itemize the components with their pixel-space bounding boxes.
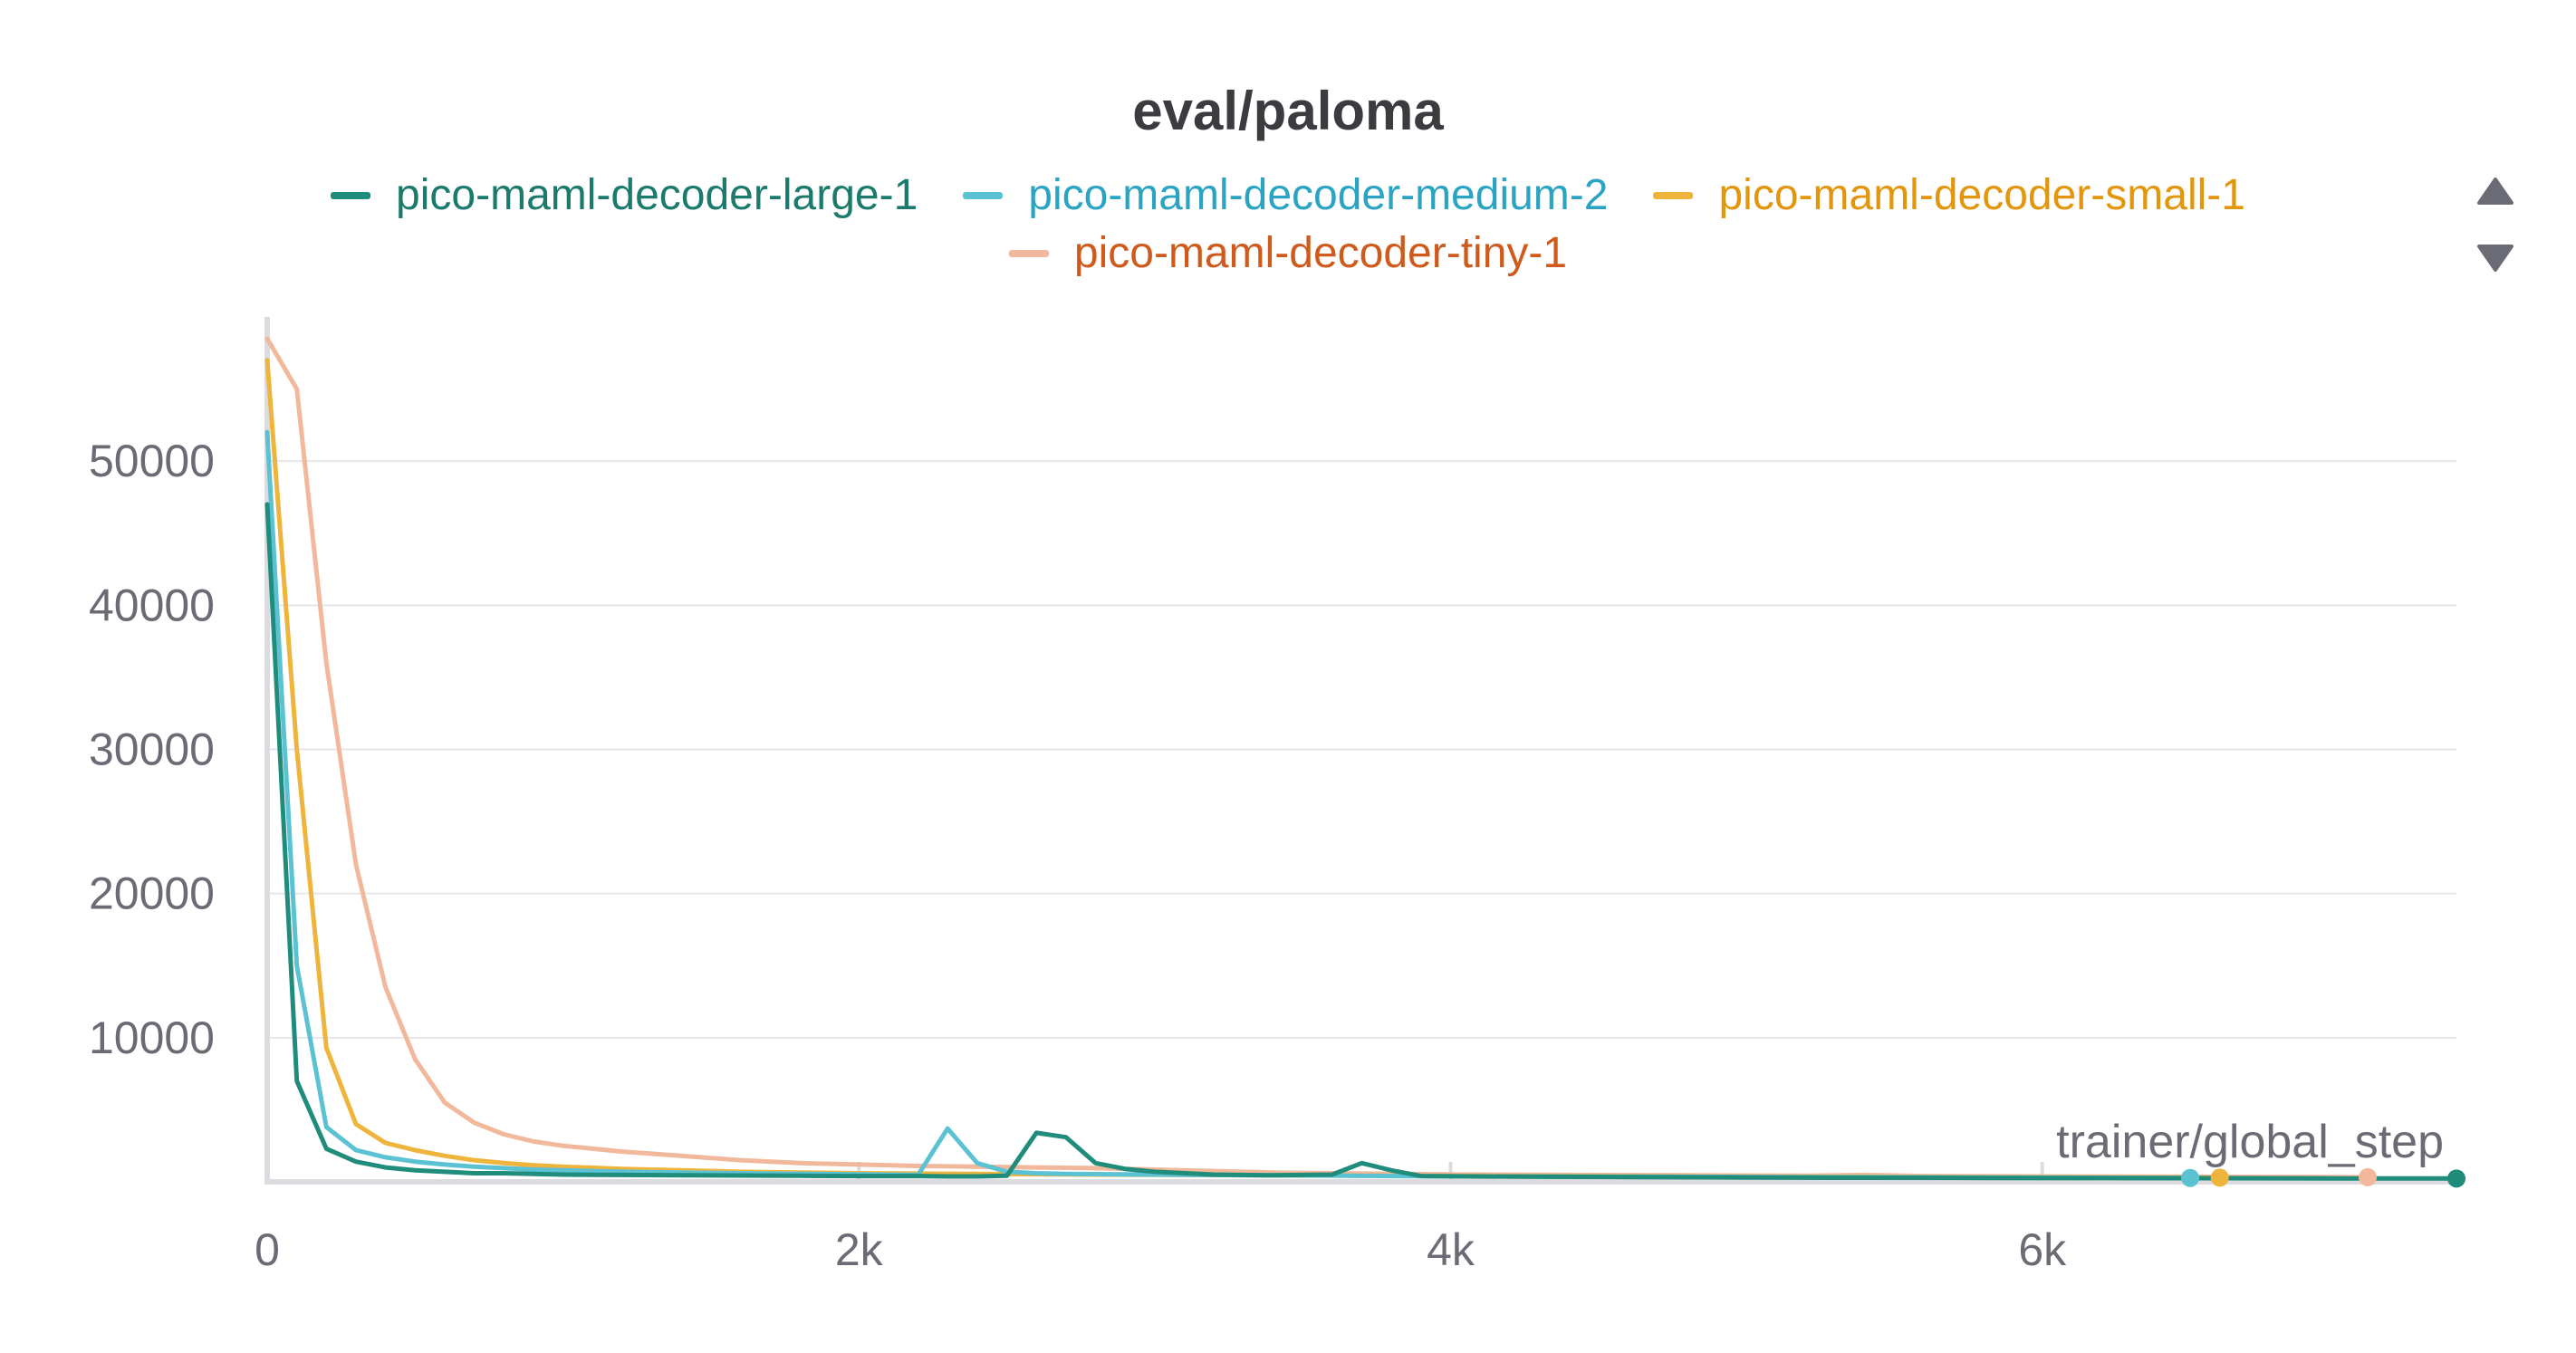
legend-label: pico-maml-decoder-medium-2 bbox=[1028, 171, 1609, 219]
legend-label: pico-maml-decoder-small-1 bbox=[1718, 171, 2245, 219]
chevron-down-icon[interactable] bbox=[2475, 243, 2515, 273]
series-line-pico-maml-decoder-small-1 bbox=[264, 358, 2223, 1180]
series-endpoint bbox=[2447, 1169, 2465, 1188]
legend-label: pico-maml-decoder-large-1 bbox=[396, 171, 918, 219]
y-tick-label: 20000 bbox=[89, 868, 215, 919]
x-tick-label: 6k bbox=[2018, 1224, 2067, 1275]
legend-swatch bbox=[1008, 249, 1049, 257]
legend-item[interactable]: pico-maml-decoder-medium-2 bbox=[963, 170, 1608, 220]
legend-swatch bbox=[963, 191, 1004, 199]
x-tick-label: 4k bbox=[1427, 1224, 1475, 1275]
series-endpoint bbox=[2181, 1168, 2200, 1187]
y-tick-label: 50000 bbox=[89, 436, 215, 486]
x-axis-title: trainer/global_step bbox=[2056, 1116, 2444, 1168]
legend-item[interactable]: pico-maml-decoder-tiny-1 bbox=[1008, 228, 1568, 278]
x-tick-label: 2k bbox=[835, 1224, 884, 1275]
legend-label: pico-maml-decoder-tiny-1 bbox=[1073, 229, 1568, 277]
series-line-pico-maml-decoder-tiny-1 bbox=[264, 336, 2370, 1180]
series-endpoint bbox=[2210, 1168, 2229, 1187]
legend-scroll-controls bbox=[2471, 176, 2520, 273]
chevron-up-icon[interactable] bbox=[2475, 176, 2515, 206]
chart-title: eval/paloma bbox=[1132, 81, 1444, 141]
legend-row: pico-maml-decoder-tiny-1 bbox=[0, 228, 2576, 278]
y-tick-label: 40000 bbox=[89, 580, 215, 630]
series-line-pico-maml-decoder-large-1 bbox=[264, 502, 2459, 1181]
legend-item[interactable]: pico-maml-decoder-small-1 bbox=[1653, 170, 2245, 220]
y-tick-label: 10000 bbox=[89, 1012, 215, 1063]
series-endpoint bbox=[2359, 1167, 2378, 1186]
legend-item[interactable]: pico-maml-decoder-large-1 bbox=[331, 170, 918, 220]
x-tick-label: 0 bbox=[255, 1224, 280, 1275]
y-tick-label: 30000 bbox=[89, 724, 215, 775]
legend-swatch bbox=[331, 191, 371, 199]
legend-swatch bbox=[1653, 191, 1694, 199]
legend-row: pico-maml-decoder-large-1 pico-maml-decod… bbox=[0, 170, 2576, 220]
series-line-pico-maml-decoder-medium-2 bbox=[264, 429, 2193, 1181]
